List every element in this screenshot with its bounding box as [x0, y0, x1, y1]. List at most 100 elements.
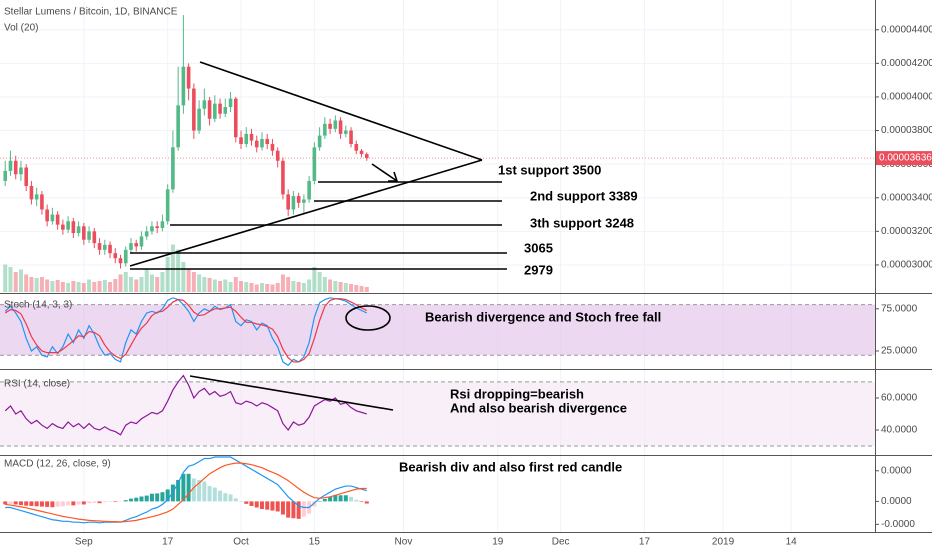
volume-bar — [207, 278, 212, 292]
volume-bar — [71, 281, 76, 292]
x-tick-label: 17 — [162, 537, 174, 548]
band-fill — [0, 381, 875, 447]
candle-body — [364, 154, 369, 159]
candle-body — [108, 244, 112, 254]
volume-bar — [149, 274, 154, 292]
volume-bar — [317, 272, 322, 292]
candle-body — [165, 189, 170, 222]
annotation: 2979 — [524, 262, 553, 277]
volume-bar — [307, 279, 312, 292]
histogram-bar — [66, 501, 71, 506]
histogram-bar — [3, 501, 8, 505]
volume-bar — [338, 282, 343, 292]
volume-bar — [39, 277, 44, 292]
candle-body — [186, 66, 191, 89]
histogram-bar — [239, 501, 244, 502]
histogram-bar — [165, 489, 170, 502]
histogram-bar — [8, 501, 13, 504]
histogram-bar — [118, 501, 123, 502]
y-tick-label: 0.00003800 — [881, 125, 932, 136]
candle-body — [139, 236, 144, 247]
histogram-bar — [71, 501, 76, 506]
candle-body — [150, 226, 154, 232]
candle-body — [307, 180, 311, 200]
candle-body — [239, 137, 243, 144]
histogram-bar — [13, 501, 18, 505]
candle-body — [155, 226, 159, 228]
volume-bar — [312, 267, 317, 292]
candle-body — [317, 135, 322, 148]
annotation: 2nd support 3389 — [530, 188, 638, 203]
histogram-bar — [108, 501, 113, 502]
volume-bar — [76, 282, 81, 292]
volume-bar — [301, 283, 306, 292]
y-tick-label: 60.0000 — [881, 393, 918, 404]
y-tick-label: 0.00004000 — [881, 92, 932, 103]
volume-bar — [8, 267, 13, 292]
ellipse — [345, 305, 391, 331]
candle-body — [8, 160, 13, 171]
series-line — [4, 298, 368, 363]
candle-body — [338, 120, 343, 134]
histogram-bar — [39, 501, 44, 507]
volume-bar — [123, 272, 128, 292]
current-price-label: 0.00003636 — [879, 153, 932, 164]
volume-bar — [291, 281, 296, 292]
volume-bar — [197, 274, 202, 292]
y-tick-label: 0.00004400 — [881, 24, 932, 35]
volume-bar — [333, 281, 338, 292]
candle-body — [270, 143, 275, 151]
histogram-bar — [60, 501, 65, 507]
frame — [0, 0, 932, 533]
annotation: 1st support 3500 — [498, 162, 601, 177]
candle-body — [181, 66, 186, 106]
volume-bar — [97, 281, 102, 292]
candle-body — [197, 108, 201, 131]
volume-bar — [254, 284, 259, 292]
volume-bar — [286, 277, 291, 292]
histogram-bar — [50, 501, 55, 508]
volume-bar — [233, 277, 238, 292]
x-tick-label: 15 — [309, 537, 321, 548]
candle-body — [76, 226, 81, 234]
annotations: 1st support 3500 2nd support 3389 3th su… — [129, 61, 661, 474]
volume-bar — [218, 281, 223, 292]
candle-body — [192, 88, 196, 131]
candle-body — [71, 221, 76, 234]
volume-bar — [265, 284, 270, 292]
histogram-bar — [296, 501, 301, 519]
histogram-bar — [354, 499, 359, 502]
volume-bar — [259, 283, 264, 292]
histogram-bar — [218, 490, 223, 502]
arrow — [371, 163, 399, 182]
histogram-bar — [259, 501, 264, 510]
volume-bar — [81, 283, 86, 292]
candle-body — [24, 167, 28, 186]
annotation: Bearish div and also first red candle — [399, 459, 622, 474]
histogram-bar — [338, 495, 343, 502]
volume-bar — [29, 277, 34, 292]
volume-bar — [228, 282, 233, 292]
histogram-bar — [186, 473, 191, 502]
y-tick-label: 0.00004200 — [881, 58, 932, 69]
candle-body — [202, 100, 207, 109]
y-tick-label: -0.0000 — [881, 519, 915, 530]
histogram-bar — [155, 493, 160, 502]
histogram-bar — [291, 501, 296, 519]
candle-body — [97, 243, 102, 250]
volume-bar — [3, 264, 8, 292]
histogram-bar — [139, 496, 144, 502]
candle-body — [359, 150, 364, 155]
x-tick-label: Sep — [75, 537, 93, 548]
histogram-bar — [254, 501, 259, 508]
histogram-bar — [113, 501, 118, 502]
x-tick-label: 14 — [786, 537, 798, 548]
volume-bar — [134, 279, 139, 292]
pane-titles: Stellar Lumens / Bitcoin, 1D, BINANCE Vo… — [4, 7, 178, 470]
volume-bar — [359, 286, 364, 292]
annotation: Rsi dropping=bearish — [450, 386, 584, 401]
candle-body — [19, 167, 23, 175]
volume-bar — [249, 283, 254, 292]
volume-bar — [55, 280, 60, 292]
